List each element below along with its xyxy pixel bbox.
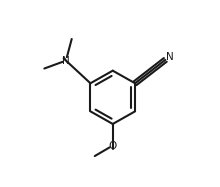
Text: O: O <box>109 141 117 151</box>
Text: N: N <box>62 56 70 66</box>
Text: N: N <box>166 52 174 62</box>
